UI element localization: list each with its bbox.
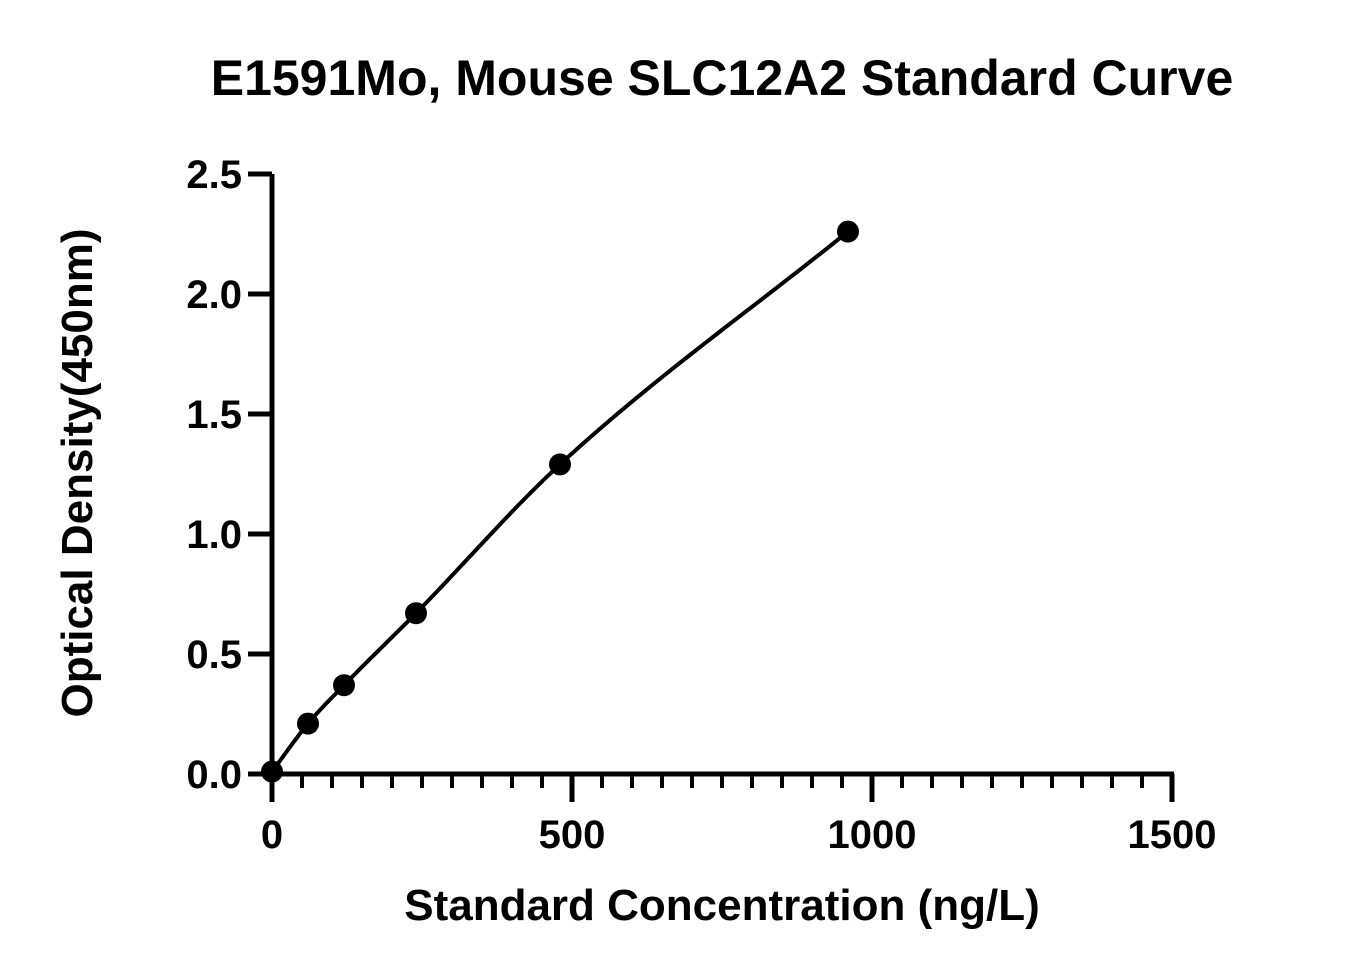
x-tick-label: 500 [539,813,606,857]
ticks: 0.0 0.5 1.0 1.5 2.0 2.5 0 500 1000 1500 [186,153,1216,857]
x-tick-label: 1500 [1128,813,1217,857]
y-tick-label: 1.5 [186,393,242,437]
data-point [837,220,859,243]
y-tick-label: 2.0 [186,273,242,317]
y-tick-label: 0.0 [186,753,242,797]
fit-curve-group [270,230,850,773]
data-point [261,760,283,783]
fit-curve [270,230,850,773]
data-points [261,220,859,783]
data-point [297,712,319,735]
data-point [333,674,355,697]
data-point [549,453,571,476]
x-tick-label: 1000 [828,813,917,857]
y-tick-label: 0.5 [186,633,242,677]
chart-title: E1591Mo, Mouse SLC12A2 Standard Curve [211,50,1234,106]
x-axis-label: Standard Concentration (ng/L) [404,881,1040,930]
axes [269,174,1174,777]
y-tick-label: 1.0 [186,513,242,557]
y-tick-label: 2.5 [186,153,242,197]
x-tick-label: 0 [261,813,283,857]
data-point [405,602,427,625]
y-axis-label: Optical Density(450nm) [53,228,102,717]
